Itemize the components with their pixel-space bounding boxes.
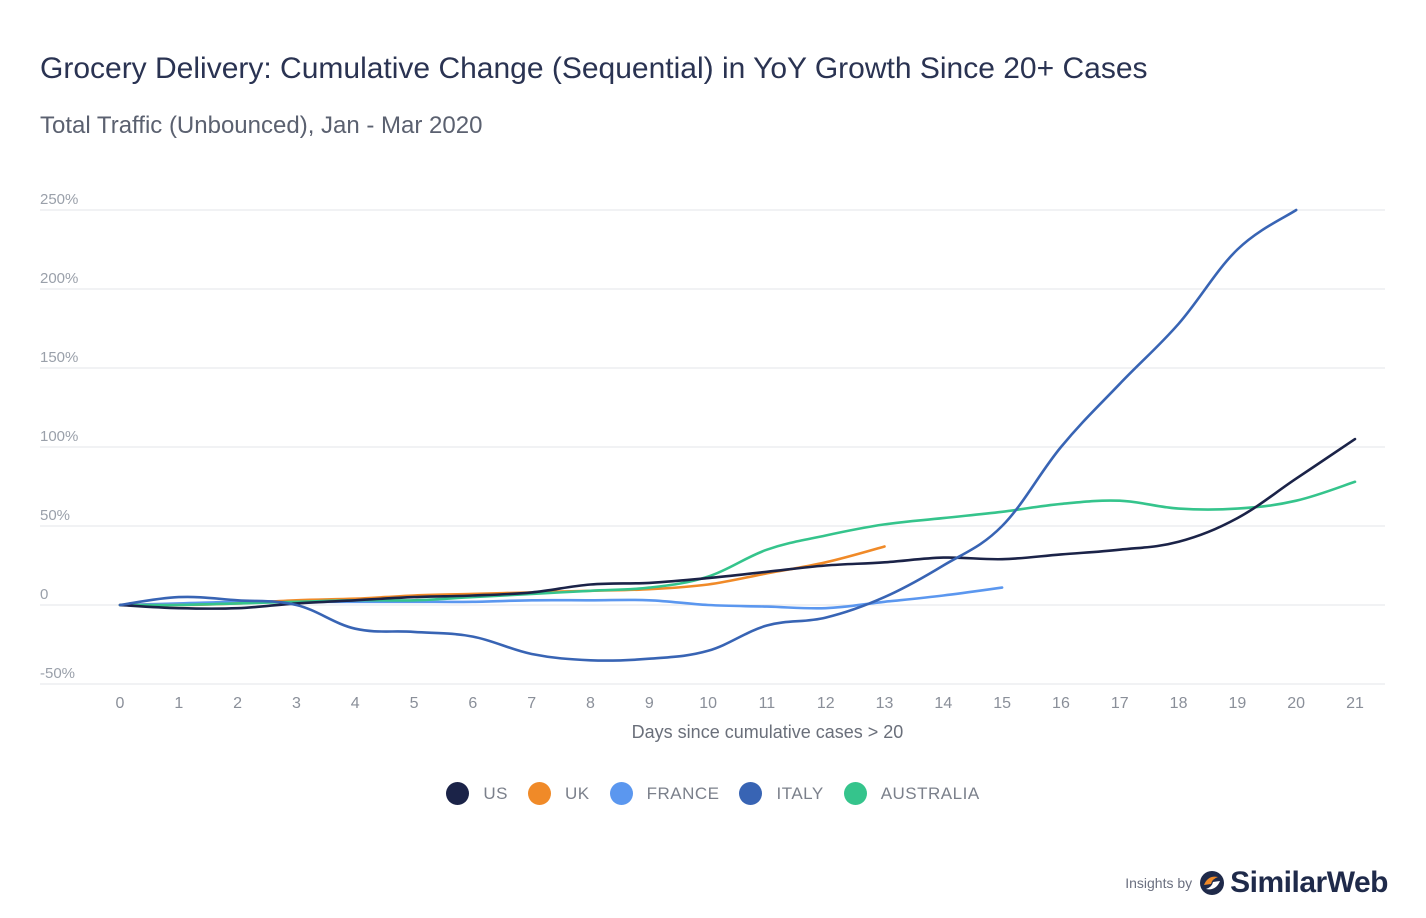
- x-tick-label: 14: [934, 695, 952, 712]
- y-tick-label: 0: [40, 586, 48, 603]
- x-tick-label: 6: [468, 695, 477, 712]
- legend-label: AUSTRALIA: [880, 783, 980, 803]
- x-tick-label: 13: [876, 695, 894, 712]
- x-tick-label: 21: [1346, 695, 1364, 712]
- legend-item-us[interactable]: US: [446, 782, 508, 805]
- grid-lines: [40, 209, 1385, 685]
- x-tick-label: 2: [233, 695, 242, 712]
- chart-subtitle: Total Traffic (Unbounced), Jan - Mar 202…: [40, 112, 483, 139]
- legend-swatch-icon: [527, 782, 551, 805]
- series-line-italy: [118, 208, 1298, 662]
- x-tick-label: 18: [1170, 695, 1188, 712]
- y-tick-label: 50%: [40, 507, 70, 524]
- y-tick-label: 100%: [40, 428, 78, 445]
- legend: US UK FRANCE ITALY AUSTRALIA: [0, 782, 1426, 805]
- legend-swatch-icon: [446, 782, 470, 805]
- x-tick-label: 17: [1111, 695, 1129, 712]
- x-tick-label: 0: [116, 695, 125, 712]
- x-tick-label: 9: [645, 695, 654, 712]
- x-tick-label: 8: [586, 695, 595, 712]
- chart-title: Grocery Delivery: Cumulative Change (Seq…: [40, 52, 1148, 85]
- brand-name: SimilarWeb: [1230, 866, 1388, 899]
- x-tick-label: 19: [1228, 695, 1246, 712]
- legend-swatch-icon: [843, 782, 867, 805]
- x-tick-label: 10: [699, 695, 717, 712]
- legend-label: ITALY: [776, 783, 824, 803]
- x-tick-label: 3: [292, 695, 301, 712]
- x-tick-label: 20: [1287, 695, 1305, 712]
- y-tick-label: 250%: [40, 191, 78, 208]
- similarweb-logo-icon: [1200, 871, 1225, 895]
- y-tick-label: 200%: [40, 270, 78, 287]
- x-axis-label: Days since cumulative cases > 20: [632, 722, 904, 742]
- brand-attribution: Insights by SimilarWeb: [1125, 866, 1388, 900]
- y-tick-label: -50%: [40, 665, 75, 682]
- legend-label: US: [483, 783, 508, 803]
- x-tick-label: 7: [527, 695, 536, 712]
- x-axis-ticks: 0 1 2 3 4 5 6 7 8 9 10 11 12 13 14 15 16 17 18 19 20 21: [116, 695, 1364, 712]
- x-tick-label: 5: [410, 695, 419, 712]
- y-tick-label: 150%: [40, 349, 78, 366]
- brand-prefix: Insights by: [1125, 875, 1193, 891]
- x-tick-label: 12: [817, 695, 835, 712]
- x-tick-label: 16: [1052, 695, 1070, 712]
- legend-swatch-icon: [609, 782, 633, 805]
- y-axis-ticks: -50% 0 50% 100% 150% 200% 250%: [40, 191, 78, 682]
- legend-item-australia[interactable]: AUSTRALIA: [843, 782, 980, 805]
- series-line-us: [118, 437, 1357, 610]
- legend-label: UK: [564, 783, 590, 803]
- legend-item-italy[interactable]: ITALY: [739, 782, 823, 805]
- legend-swatch-icon: [739, 782, 763, 805]
- x-tick-label: 1: [174, 695, 183, 712]
- x-tick-label: 15: [993, 695, 1011, 712]
- legend-label: FRANCE: [646, 783, 720, 803]
- series-lines: [118, 208, 1357, 662]
- legend-item-uk[interactable]: UK: [527, 782, 590, 805]
- legend-item-france[interactable]: FRANCE: [609, 782, 720, 805]
- x-tick-label: 11: [759, 695, 776, 712]
- x-tick-label: 4: [351, 695, 360, 712]
